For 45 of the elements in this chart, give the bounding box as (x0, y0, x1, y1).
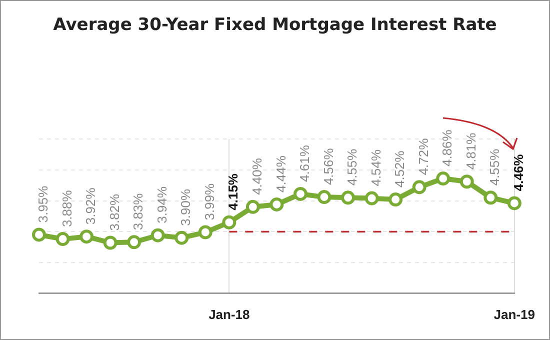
data-label: 4.56% (320, 148, 336, 186)
point (460, 174, 474, 189)
data-label: 3.95% (36, 185, 51, 223)
point (412, 180, 426, 194)
point (246, 200, 260, 214)
point (222, 215, 236, 230)
data-label: 3.99% (202, 182, 217, 220)
point (388, 192, 403, 207)
data-label: 4.55% (344, 148, 360, 186)
data-label: 4.44% (273, 155, 288, 192)
point (127, 235, 142, 250)
data-label: 3.94% (154, 186, 170, 224)
point (341, 190, 356, 205)
data-label: 4.40% (250, 158, 265, 195)
point (80, 230, 94, 244)
data-label: 3.83% (130, 192, 146, 230)
point (317, 190, 332, 204)
data-label: 4.86% (440, 129, 455, 167)
data-label: 4.46% (510, 154, 526, 192)
data-label: 4.61% (297, 144, 312, 182)
data-label: 3.82% (106, 193, 122, 231)
data-label: 3.88% (59, 190, 74, 228)
point (56, 232, 70, 246)
point (174, 230, 189, 245)
point (484, 190, 498, 205)
data-label: 3.90% (178, 188, 194, 226)
point (150, 228, 165, 242)
point (293, 186, 308, 201)
point (198, 225, 212, 240)
point (507, 196, 522, 210)
data-label: 4.15% (226, 173, 241, 210)
data-label: 4.54% (368, 148, 384, 186)
data-label: 4.72% (416, 138, 431, 176)
data-label: 4.81% (463, 132, 478, 170)
point (32, 228, 46, 242)
point (103, 236, 118, 250)
x-tick-label: Jan-18 (208, 306, 250, 322)
point (364, 191, 379, 206)
chart-title: Average 30-Year Fixed Mortgage Interest Rate (52, 15, 498, 35)
x-tick-label: Jan-19 (494, 306, 536, 322)
data-label: 3.92% (83, 187, 98, 225)
data-label: 4.55% (487, 148, 502, 186)
data-label: 4.52% (392, 150, 408, 188)
point (270, 197, 284, 212)
point (436, 172, 450, 186)
